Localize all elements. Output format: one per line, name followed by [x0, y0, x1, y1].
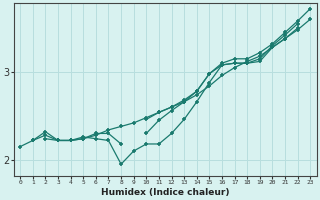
- X-axis label: Humidex (Indice chaleur): Humidex (Indice chaleur): [101, 188, 229, 197]
